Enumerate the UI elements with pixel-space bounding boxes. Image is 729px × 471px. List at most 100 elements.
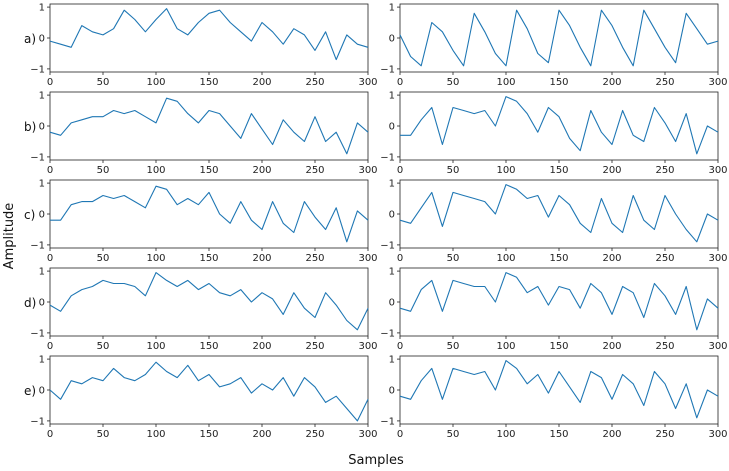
x-tick-label: 100 [146, 165, 165, 176]
x-tick-label: 250 [305, 429, 324, 440]
plot-frame [49, 355, 369, 425]
y-tick-label: 0 [39, 34, 45, 45]
x-tick-label: 100 [496, 253, 515, 264]
x-tick-label: 50 [97, 165, 110, 176]
x-tick-label: 150 [199, 253, 218, 264]
y-axis-label: Amplitude [2, 203, 17, 270]
y-tick-label: 0 [389, 34, 395, 45]
x-tick-label: 250 [305, 165, 324, 176]
x-tick-label: 0 [397, 77, 403, 88]
x-tick-label: 300 [708, 165, 727, 176]
plot-frame [399, 179, 719, 249]
x-tick-label: 50 [447, 165, 460, 176]
y-tick-label: 1 [39, 267, 45, 278]
x-tick-label: 100 [146, 341, 165, 352]
y-tick-label: 1 [39, 355, 45, 366]
plot-frame [399, 267, 719, 337]
y-tick-label: 1 [389, 267, 395, 278]
x-tick-label: 50 [447, 77, 460, 88]
signal-line [399, 184, 719, 243]
signal-line [49, 361, 369, 422]
x-tick-label: 200 [602, 253, 621, 264]
x-tick-label: 150 [199, 165, 218, 176]
signal-line [400, 96, 719, 155]
x-tick-label: 250 [655, 253, 674, 264]
y-tick-label: 0 [389, 386, 395, 397]
x-tick-label: 300 [358, 429, 377, 440]
x-tick-label: 150 [549, 165, 568, 176]
x-tick-label: 50 [447, 253, 460, 264]
row-label: e) [24, 384, 36, 398]
x-tick-label: 100 [146, 253, 165, 264]
x-tick-label: 250 [305, 253, 324, 264]
plot-frame [49, 91, 369, 161]
y-tick-label: 1 [389, 179, 395, 190]
x-tick-label: 0 [47, 253, 53, 264]
x-tick-label: 100 [496, 429, 515, 440]
row-label: b) [24, 120, 36, 134]
y-tick-label: −1 [30, 64, 45, 75]
signal-line [49, 8, 369, 61]
x-axis-label: Samples [348, 453, 404, 468]
x-tick-label: 150 [549, 341, 568, 352]
signal-line [399, 272, 719, 331]
x-tick-label: 300 [708, 429, 727, 440]
x-tick-label: 300 [708, 77, 727, 88]
x-tick-label: 150 [549, 253, 568, 264]
x-tick-label: 250 [305, 77, 324, 88]
x-tick-label: 150 [199, 341, 218, 352]
plot-frame [49, 267, 369, 337]
x-tick-label: 250 [305, 341, 324, 352]
y-tick-label: 0 [389, 210, 395, 221]
x-tick-label: 150 [199, 429, 218, 440]
x-tick-label: 200 [602, 429, 621, 440]
x-tick-label: 150 [199, 77, 218, 88]
signal-line [399, 9, 719, 67]
x-tick-label: 0 [47, 77, 53, 88]
y-tick-label: 0 [39, 386, 45, 397]
signal-line [50, 185, 369, 243]
x-tick-label: 250 [655, 341, 674, 352]
x-tick-label: 100 [496, 341, 515, 352]
x-tick-label: 200 [602, 77, 621, 88]
y-tick-label: −1 [380, 416, 395, 427]
plot-frame [399, 355, 719, 425]
y-tick-label: −1 [30, 152, 45, 163]
x-tick-label: 0 [397, 429, 403, 440]
x-tick-label: 0 [397, 341, 403, 352]
y-tick-label: 1 [389, 91, 395, 102]
x-tick-label: 200 [252, 429, 271, 440]
y-tick-label: 1 [389, 355, 395, 366]
row-label: c) [24, 208, 35, 222]
x-tick-label: 100 [496, 77, 515, 88]
x-tick-label: 300 [358, 77, 377, 88]
x-tick-label: 150 [549, 429, 568, 440]
x-tick-label: 50 [447, 341, 460, 352]
x-tick-label: 50 [97, 253, 110, 264]
x-tick-label: 0 [397, 253, 403, 264]
row-label: a) [24, 32, 36, 46]
x-tick-label: 200 [252, 165, 271, 176]
x-tick-label: 0 [397, 165, 403, 176]
plot-frame [399, 3, 719, 73]
x-tick-label: 0 [47, 429, 53, 440]
x-tick-label: 200 [252, 341, 271, 352]
x-tick-label: 300 [708, 253, 727, 264]
y-tick-label: 0 [39, 122, 45, 133]
signal-line [49, 97, 369, 155]
y-tick-label: 1 [39, 179, 45, 190]
x-tick-label: 100 [146, 77, 165, 88]
plot-frame [399, 91, 719, 161]
y-tick-label: −1 [30, 416, 45, 427]
y-tick-label: −1 [380, 328, 395, 339]
signal-line [399, 360, 719, 419]
x-tick-label: 100 [496, 165, 515, 176]
